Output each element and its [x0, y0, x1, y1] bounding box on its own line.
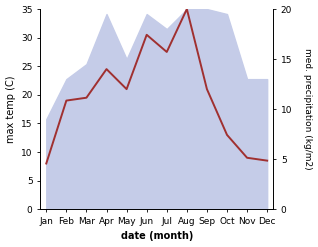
Y-axis label: max temp (C): max temp (C): [5, 75, 16, 143]
Y-axis label: med. precipitation (kg/m2): med. precipitation (kg/m2): [303, 48, 313, 170]
X-axis label: date (month): date (month): [121, 231, 193, 242]
